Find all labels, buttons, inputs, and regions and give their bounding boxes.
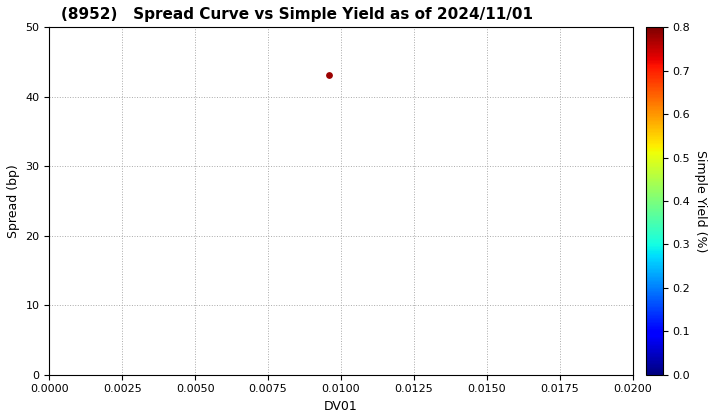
X-axis label: DV01: DV01 [324,400,358,413]
Text: (8952)   Spread Curve vs Simple Yield as of 2024/11/01: (8952) Spread Curve vs Simple Yield as o… [61,7,533,22]
Y-axis label: Simple Yield (%): Simple Yield (%) [694,150,707,252]
Point [323,71,335,78]
Y-axis label: Spread (bp): Spread (bp) [7,164,20,238]
